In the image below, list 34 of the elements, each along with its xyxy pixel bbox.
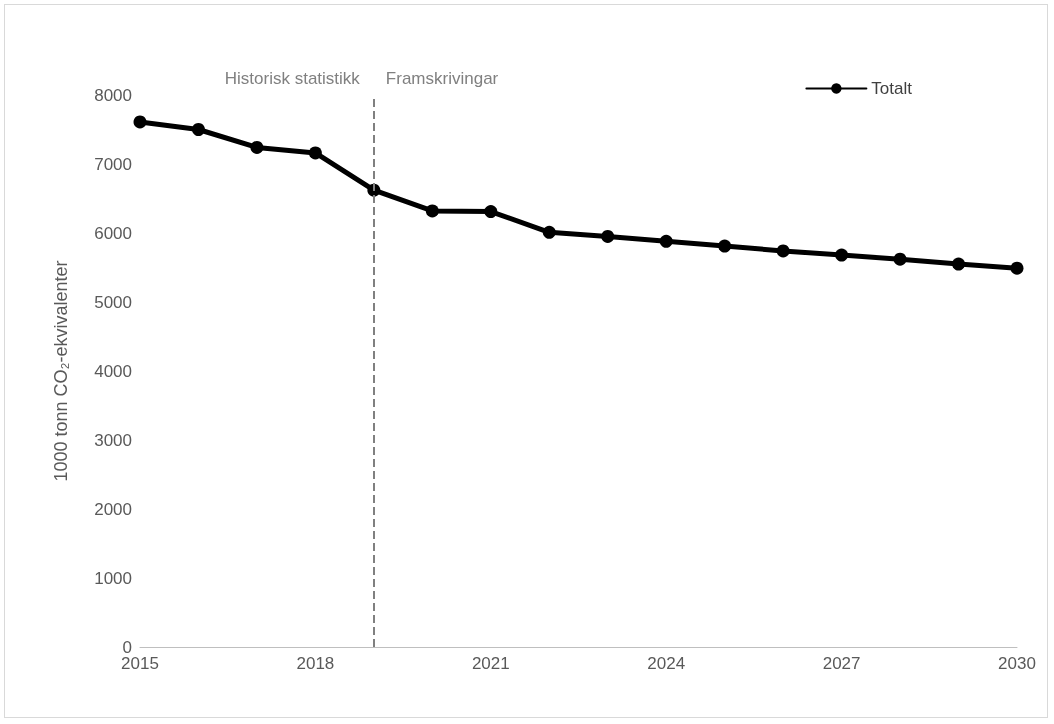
y-axis-title: 1000 tonn CO₂-ekvivalenter [51, 260, 71, 482]
point [835, 248, 849, 262]
point [191, 123, 205, 136]
point [952, 257, 966, 271]
y-tick-label: 8000 [94, 85, 132, 105]
y-tick-label: 7000 [94, 154, 132, 174]
point [484, 205, 498, 219]
text: Framskrivingar [385, 69, 499, 88]
point [893, 252, 907, 266]
point [659, 234, 673, 248]
x-tick-label: 2015 [121, 654, 159, 673]
x-tick-label: 2021 [471, 654, 510, 673]
legend-label: Totalt [871, 79, 913, 98]
x-tick-label: 2018 [296, 654, 335, 673]
point [601, 229, 615, 243]
point [542, 225, 556, 239]
y-tick-label: 1000 [94, 568, 132, 588]
y-tick-label: 6000 [94, 223, 132, 243]
point [718, 239, 732, 253]
y-tick-label: 2000 [94, 499, 132, 519]
point [133, 115, 147, 129]
point [250, 140, 264, 154]
point [425, 204, 439, 218]
y-tick-label: 3000 [94, 430, 132, 450]
x-tick-label: 2030 [998, 654, 1036, 673]
x-tick-label: 2024 [647, 654, 686, 673]
y-tick-label: 0 [122, 637, 132, 657]
x-tick-label: 2027 [822, 654, 861, 673]
y-tick-label: 5000 [94, 292, 132, 312]
text: Historisk statistikk [224, 69, 361, 88]
point [1010, 261, 1024, 275]
point [776, 244, 790, 258]
y-tick-label: 4000 [94, 361, 132, 381]
point [308, 146, 322, 160]
